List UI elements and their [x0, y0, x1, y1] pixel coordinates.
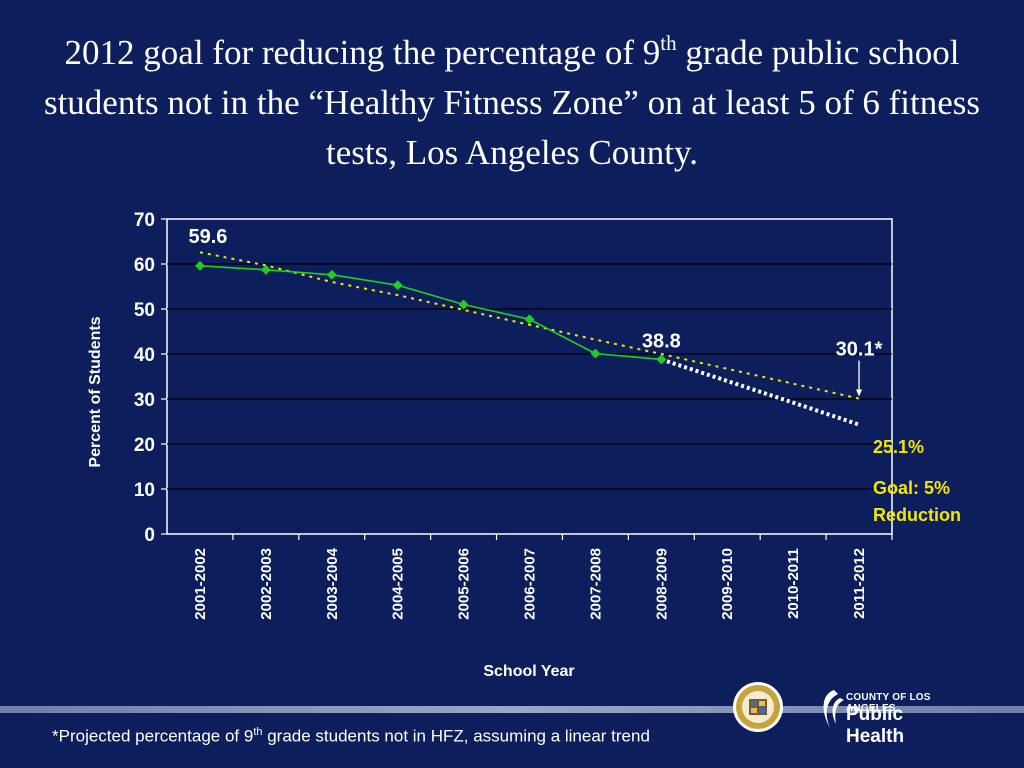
y-axis-title: Percent of Students: [87, 316, 104, 467]
y-tick-label-20: 20: [134, 435, 155, 456]
goal-value-label: 25.1%: [873, 437, 924, 457]
x-tick-label-2006-2007: 2006-2007: [522, 548, 539, 620]
goal-label-line2: Reduction: [873, 505, 961, 525]
data-labels: 59.6 38.8 30.1*: [188, 226, 883, 397]
data-label-38.8: 38.8: [642, 330, 681, 352]
y-tick-label-60: 60: [134, 255, 155, 276]
y-axis-ticks: 0 10 20 30 40 50 60 70: [134, 210, 167, 546]
plot-area: [166, 218, 893, 535]
y-tick-label-10: 10: [134, 480, 155, 501]
data-label-59.6: 59.6: [188, 226, 227, 248]
y-tick-label-50: 50: [134, 300, 155, 321]
data-point: [326, 269, 337, 280]
slide-title: 2012 goal for reducing the percentage of…: [40, 28, 984, 178]
y-tick-label-40: 40: [134, 345, 155, 366]
department-name-big: Public Health: [846, 704, 905, 747]
y-tick-label-30: 30: [134, 390, 155, 411]
x-tick-label-2003-2004: 2003-2004: [324, 547, 341, 619]
x-tick-label-2008-2009: 2008-2009: [653, 548, 670, 620]
x-tick-label-2005-2006: 2005-2006: [456, 548, 473, 620]
data-point: [392, 280, 403, 291]
x-tick-label-2004-2005: 2004-2005: [390, 548, 407, 620]
x-axis-ticks: 2001-2002 2002-2003 2003-2004 2004-2005 2005…: [192, 534, 893, 620]
data-point: [458, 299, 469, 310]
data-point: [656, 354, 667, 365]
department-name-small: COUNTY OF LOS ANGELES: [846, 692, 931, 714]
x-tick-label-2009-2010: 2009-2010: [719, 548, 736, 620]
data-point: [590, 348, 601, 359]
x-tick-label-2011-2012: 2011-2012: [851, 548, 868, 619]
series-line-trend: [199, 251, 860, 400]
projection-arrow-head: [856, 389, 863, 397]
footnote: *Projected percentage of 9th grade stude…: [52, 726, 650, 747]
footnote-text-post: grade students not in HFZ, assuming a li…: [262, 726, 650, 746]
x-tick-label-2010-2011: 2010-2011: [785, 548, 802, 619]
goal-label-line1: Goal: 5%: [873, 478, 950, 498]
grid-lines: [167, 263, 892, 490]
data-point: [260, 264, 271, 275]
line-chart: 0 10 20 30 40 50 60 70 2001-2002 2002-2003 2003-2…: [87, 210, 961, 680]
footnote-superscript: th: [253, 726, 263, 738]
x-tick-label-2007-2008: 2007-2008: [587, 548, 604, 620]
series-lines: [195, 251, 860, 427]
public-health-mark-icon: [823, 690, 844, 728]
footnote-text-pre: *Projected percentage of 9: [52, 726, 254, 746]
y-tick-label-70: 70: [134, 210, 155, 231]
data-point: [524, 314, 535, 325]
x-tick-label-2002-2003: 2002-2003: [258, 548, 275, 620]
title-text-post: grade public school students not in the …: [43, 33, 981, 172]
data-point: [195, 260, 205, 271]
series-line-observed: [199, 265, 662, 361]
x-tick-label-2001-2002: 2001-2002: [192, 548, 209, 620]
data-label-30.1: 30.1*: [836, 339, 883, 361]
title-superscript: th: [660, 31, 677, 55]
x-axis-title: School Year: [483, 663, 574, 680]
y-tick-label-0: 0: [144, 525, 155, 546]
public-health-logo: COUNTY OF LOS ANGELES Public Health: [816, 688, 966, 747]
title-text-pre: 2012 goal for reducing the percentage of…: [64, 33, 661, 72]
county-seal-logo: [733, 682, 783, 732]
footer-divider: [0, 706, 1024, 713]
series-line-goal-projection: [660, 357, 860, 427]
